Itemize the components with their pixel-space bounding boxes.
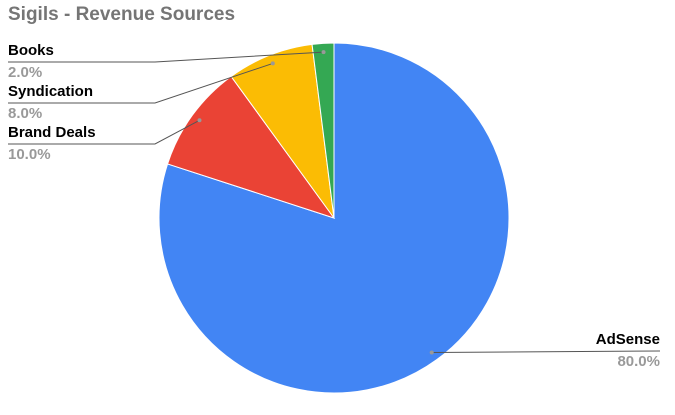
slice-value-label: 80.0%: [617, 353, 660, 370]
slice-label: Brand Deals: [8, 124, 96, 141]
slice-value-label: 10.0%: [8, 146, 51, 163]
slice-label: Syndication: [8, 83, 93, 100]
leader-dot: [197, 118, 202, 123]
chart-title: Sigils - Revenue Sources: [8, 4, 235, 25]
leader-dot: [321, 50, 326, 55]
leader-line: [8, 51, 324, 63]
slice-value-label: 8.0%: [8, 105, 42, 122]
leader-line: [8, 62, 273, 104]
leader-line: [431, 350, 661, 353]
leader-dot: [270, 61, 275, 66]
slice-label: Books: [8, 42, 54, 59]
slice-value-label: 2.0%: [8, 64, 42, 81]
leader-dot: [429, 350, 434, 355]
pie-slice: [311, 42, 335, 219]
slice-label: AdSense: [596, 331, 660, 348]
leader-line: [8, 119, 200, 145]
